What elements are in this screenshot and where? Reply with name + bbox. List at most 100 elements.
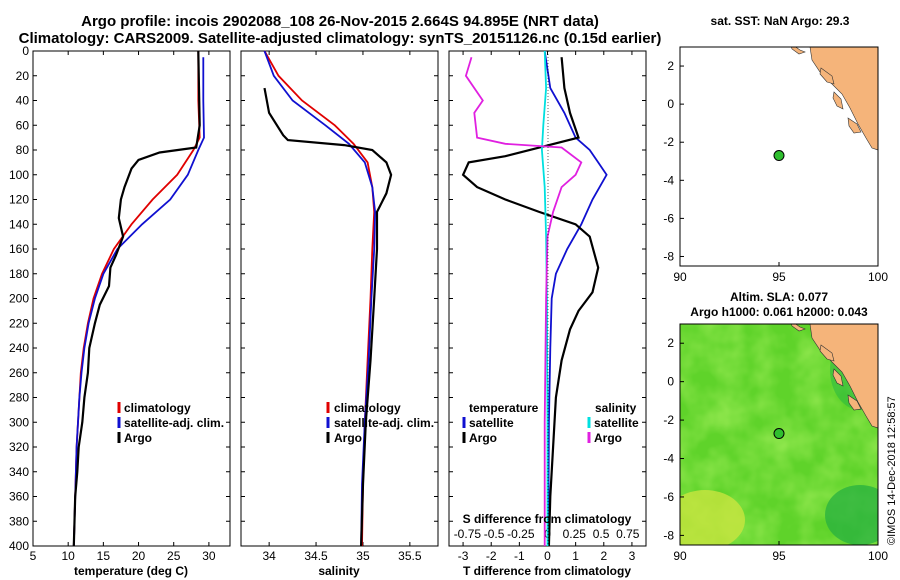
sla-low bbox=[825, 485, 878, 545]
map-sst-points bbox=[773, 150, 785, 162]
legend-climatology: climatology bbox=[334, 401, 401, 415]
map-sst-land bbox=[791, 47, 878, 151]
depth-tick-label: 0 bbox=[22, 44, 29, 58]
legend-s-argo: Argo bbox=[594, 431, 622, 445]
difference-top-xlabel: S difference from climatology bbox=[463, 512, 632, 526]
legend-salinity-title: salinity bbox=[595, 401, 637, 415]
x-tick-label: 5 bbox=[30, 549, 37, 563]
map-sla-title2: Argo h1000: 0.061 h2000: 0.043 bbox=[690, 305, 868, 319]
argo-position-marker bbox=[773, 150, 785, 162]
depth-tick-label: 200 bbox=[9, 292, 29, 306]
island bbox=[791, 324, 806, 332]
x-tick-label: 35.5 bbox=[398, 549, 422, 563]
depth-tick-label: 400 bbox=[9, 539, 29, 553]
depth-tick-label: 80 bbox=[16, 143, 30, 157]
island bbox=[832, 368, 844, 387]
map-y-tick-label: -2 bbox=[663, 413, 674, 427]
x-tick-label: 30 bbox=[202, 549, 216, 563]
difference-legend: temperature satellite Argo salinity sate… bbox=[462, 401, 639, 445]
series-line-0 bbox=[543, 50, 608, 547]
x-tick-label: 3 bbox=[629, 549, 636, 563]
depth-tick-label: 340 bbox=[9, 465, 29, 479]
island bbox=[847, 394, 862, 411]
map-y-tick-label: -4 bbox=[663, 452, 674, 466]
x-tick-label: -3 bbox=[458, 549, 469, 563]
series-line-1 bbox=[461, 57, 600, 547]
difference-top-ticks: -0.75 -0.5 -0.25 0 0.25 0.5 0.75 bbox=[454, 527, 640, 541]
title-line1: Argo profile: incois 2902088_108 26-Nov-… bbox=[81, 13, 599, 30]
depth-tick-label: 120 bbox=[9, 193, 29, 207]
legend-argo: Argo bbox=[124, 431, 152, 445]
series-line-2 bbox=[540, 50, 549, 546]
island bbox=[819, 67, 835, 85]
title-line2: Climatology: CARS2009. Satellite-adjuste… bbox=[19, 30, 662, 47]
legend-argo: Argo bbox=[334, 431, 362, 445]
salinity-axes bbox=[240, 50, 439, 547]
x-tick-label: 35 bbox=[356, 549, 370, 563]
difference-xlabel: T difference from climatology bbox=[463, 564, 631, 578]
sla-high bbox=[680, 490, 745, 545]
depth-tick-label: 40 bbox=[16, 94, 30, 108]
x-tick-label: 25 bbox=[167, 549, 181, 563]
x-tick-label: 1 bbox=[572, 549, 579, 563]
salinity-series bbox=[263, 50, 393, 547]
series-line-2 bbox=[72, 50, 201, 547]
depth-tick-label: 360 bbox=[9, 490, 29, 504]
depth-tick-label: 280 bbox=[9, 391, 29, 405]
x-tick-label: 10 bbox=[61, 549, 75, 563]
depth-tick-label: 220 bbox=[9, 316, 29, 330]
map-x-tick-label: 100 bbox=[868, 270, 888, 284]
depth-tick-label: 60 bbox=[16, 118, 30, 132]
top-tick-label: 0.25 bbox=[563, 527, 587, 541]
argo-position-marker bbox=[773, 428, 785, 440]
top-tick-label: -0.25 bbox=[507, 527, 535, 541]
legend-t-satellite: satellite bbox=[469, 416, 514, 430]
salinity-xlabel: salinity bbox=[318, 564, 360, 578]
map-y-tick-label: -2 bbox=[663, 135, 674, 149]
salinity-x-ticks: 34 34.5 35 35.5 bbox=[241, 50, 438, 563]
legend-s-satellite: satellite bbox=[594, 416, 639, 430]
x-tick-label: -2 bbox=[486, 549, 497, 563]
series-line-3 bbox=[464, 56, 583, 546]
map-y-tick-label: -6 bbox=[663, 211, 674, 225]
top-tick-label: 0.75 bbox=[616, 527, 640, 541]
salinity-legend: climatology satellite-adj. clim. Argo bbox=[326, 401, 434, 445]
temperature-x-ticks: 5 10 15 20 25 30 bbox=[30, 50, 230, 563]
map-sla-ticks: 90 95 100 2 0 -2 -4 -6 -8 bbox=[663, 336, 888, 563]
x-tick-label: 20 bbox=[132, 549, 146, 563]
map-y-tick-label: 0 bbox=[667, 97, 674, 111]
map-x-tick-label: 90 bbox=[673, 270, 687, 284]
depth-tick-labels: 0 20 40 60 80 100 120 140 160 180 200 220 240 260 280 3… bbox=[9, 44, 29, 553]
temperature-series bbox=[72, 50, 205, 547]
map-x-tick-label: 95 bbox=[772, 549, 786, 563]
depth-tick-label: 20 bbox=[16, 69, 30, 83]
series-line-1 bbox=[72, 57, 205, 547]
x-tick-label: 15 bbox=[97, 549, 111, 563]
series-line-0 bbox=[72, 51, 201, 547]
series-line-2 bbox=[263, 87, 393, 547]
map-sla-title1: Altim. SLA: 0.077 bbox=[730, 290, 828, 304]
map-y-tick-label: -8 bbox=[663, 249, 674, 263]
map-sst-ticks: 90 95 100 2 0 -2 -4 -6 -8 bbox=[663, 59, 888, 284]
depth-tick-label: 260 bbox=[9, 366, 29, 380]
depth-tick-label: 180 bbox=[9, 267, 29, 281]
depth-tick-label: 160 bbox=[9, 242, 29, 256]
legend-temperature-title: temperature bbox=[469, 401, 539, 415]
depth-tick-label: 320 bbox=[9, 440, 29, 454]
map-sst-title: sat. SST: NaN Argo: 29.3 bbox=[711, 14, 850, 28]
map-y-tick-label: 2 bbox=[667, 59, 674, 73]
island bbox=[819, 344, 835, 362]
island bbox=[832, 91, 844, 110]
legend-climatology: climatology bbox=[124, 401, 191, 415]
depth-tick-label: 300 bbox=[9, 415, 29, 429]
map-x-tick-label: 100 bbox=[868, 549, 888, 563]
map-y-tick-label: -6 bbox=[663, 490, 674, 504]
x-tick-label: 2 bbox=[600, 549, 607, 563]
island bbox=[791, 47, 806, 55]
depth-tick-label: 240 bbox=[9, 341, 29, 355]
map-y-tick-label: 2 bbox=[667, 336, 674, 350]
depth-tick-label: 100 bbox=[9, 168, 29, 182]
map-y-tick-label: 0 bbox=[667, 375, 674, 389]
map-y-tick-label: -8 bbox=[663, 528, 674, 542]
